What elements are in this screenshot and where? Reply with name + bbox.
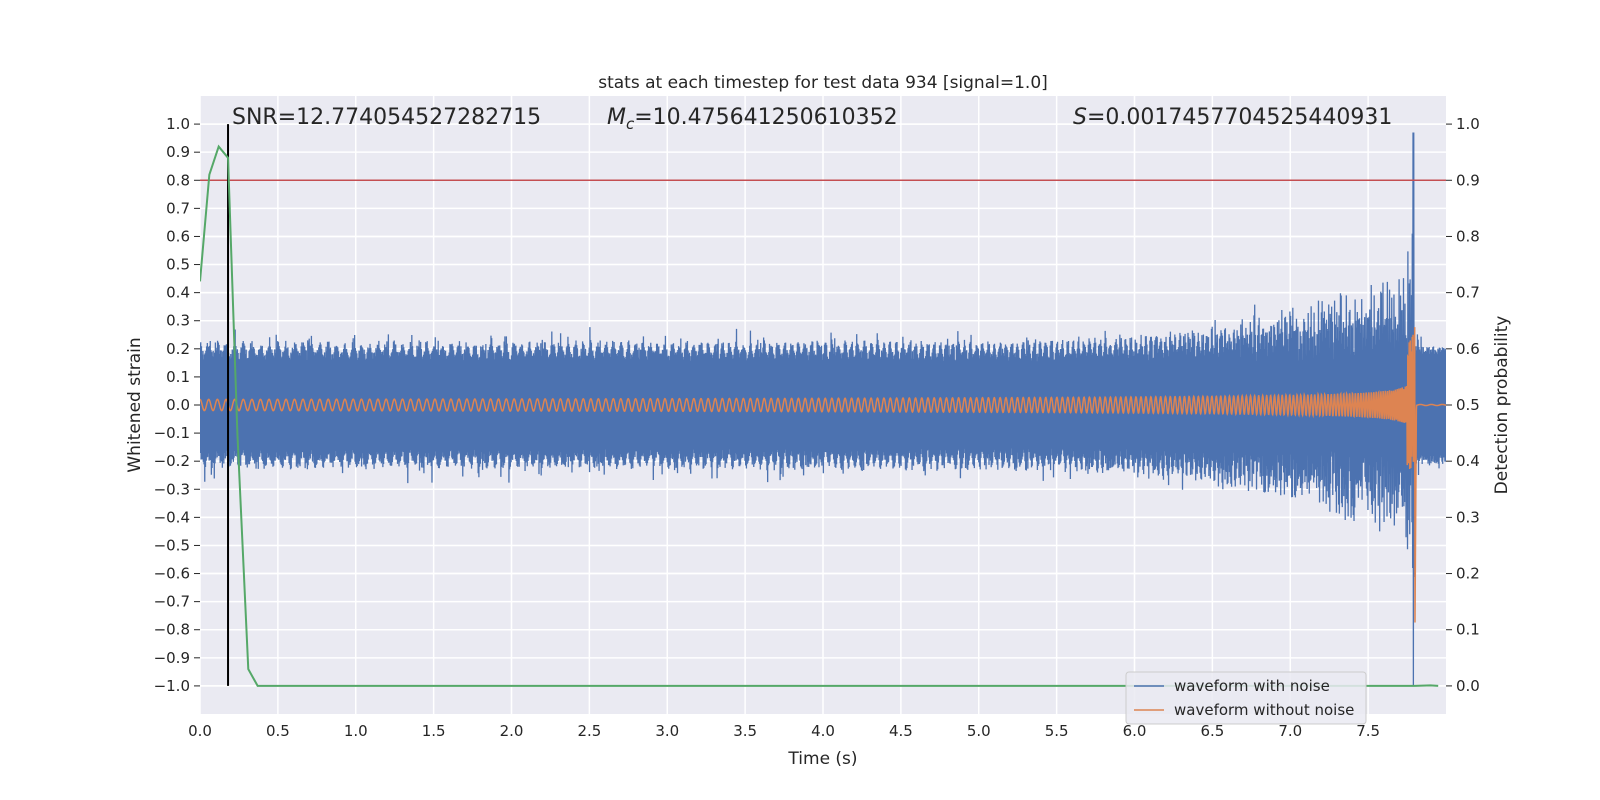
s-value: =0.0017457704525440931 (1087, 105, 1392, 130)
x-tick-label: 6.5 (1200, 722, 1224, 740)
y-tick-label: −0.6 (154, 565, 190, 583)
y-tick-label: −0.4 (154, 508, 190, 526)
x-tick-label: 4.5 (889, 722, 913, 740)
y-axis-left-ticks: 1.0 0.9 0.8 0.7 0.6 0.5 0.4 0.3 0.2 0.1 0.0 −0.1 −0.… (154, 115, 200, 695)
x-tick-label: 3.0 (655, 722, 679, 740)
y2-tick-label: 0.9 (1456, 171, 1480, 189)
y-axis-label: Whitened strain (125, 337, 145, 472)
legend-label-without-noise: waveform without noise (1174, 701, 1354, 719)
y-tick-label: 0.7 (166, 199, 190, 217)
y-tick-label: −0.3 (154, 480, 190, 498)
y-tick-label: 1.0 (166, 115, 190, 133)
y-axis-right-ticks: 1.0 0.9 0.8 0.7 0.6 0.5 0.4 0.3 0.2 0.1 0.0 (1446, 115, 1480, 695)
y2-tick-label: 1.0 (1456, 115, 1480, 133)
series-detection-probability (200, 144, 1439, 687)
y2-tick-label: 0.5 (1456, 396, 1480, 414)
series-layer (200, 124, 1446, 687)
y-tick-label: −0.7 (154, 593, 190, 611)
y-tick-label: −0.2 (154, 452, 190, 470)
x-axis-label: Time (s) (787, 749, 857, 769)
y-axis-right-label: Detection probability (1492, 316, 1512, 495)
y-tick-label: −0.1 (154, 424, 190, 442)
y2-tick-label: 0.3 (1456, 508, 1480, 526)
x-tick-label: 7.5 (1356, 722, 1380, 740)
y2-tick-label: 0.0 (1456, 677, 1480, 695)
snr-annotation: SNR=12.774054527282715 (232, 105, 541, 130)
x-tick-label: 1.5 (422, 722, 446, 740)
s-annotation: S=0.0017457704525440931 (1073, 105, 1392, 130)
chirp-mass-subscript: c (626, 115, 635, 133)
legend-label-with-noise: waveform with noise (1174, 677, 1330, 695)
x-tick-label: 2.0 (500, 722, 524, 740)
y-tick-label: −1.0 (154, 677, 190, 695)
y-tick-label: 0.4 (166, 284, 190, 302)
y-tick-label: 0.0 (166, 396, 190, 414)
series-waveform-with-noise (200, 132, 1446, 686)
chart-title: stats at each timestep for test data 934… (598, 73, 1048, 93)
y-tick-label: −0.5 (154, 536, 190, 554)
y-tick-label: −0.9 (154, 649, 190, 667)
x-tick-label: 7.0 (1278, 722, 1302, 740)
y2-tick-label: 0.1 (1456, 621, 1480, 639)
y-tick-label: 0.9 (166, 143, 190, 161)
y2-tick-label: 0.6 (1456, 340, 1480, 358)
y2-tick-label: 0.7 (1456, 284, 1480, 302)
y-tick-label: 0.3 (166, 312, 190, 330)
legend: waveform with noise waveform without noi… (1125, 671, 1367, 725)
x-tick-label: 6.0 (1123, 722, 1147, 740)
x-tick-label: 5.0 (967, 722, 991, 740)
x-tick-label: 0.5 (266, 722, 290, 740)
chirp-mass-symbol: M (607, 105, 626, 130)
x-tick-label: 0.0 (188, 722, 212, 740)
y2-tick-label: 0.4 (1456, 452, 1480, 470)
series-waveform-without-noise (200, 327, 1446, 623)
chirp-mass-annotation: Mc=10.475641250610352 (607, 105, 898, 133)
x-tick-label: 1.0 (344, 722, 368, 740)
legend-box (1125, 671, 1367, 725)
y-tick-label: 0.2 (166, 340, 190, 358)
x-tick-label: 4.0 (811, 722, 835, 740)
x-tick-label: 5.5 (1045, 722, 1069, 740)
y-tick-label: 0.5 (166, 256, 190, 274)
y-tick-label: 0.8 (166, 171, 190, 189)
s-symbol: S (1073, 105, 1087, 130)
y-tick-label: 0.6 (166, 227, 190, 245)
x-tick-label: 2.5 (577, 722, 601, 740)
chirp-mass-value: =10.475641250610352 (634, 105, 897, 130)
y2-tick-label: 0.8 (1456, 227, 1480, 245)
y-tick-label: −0.8 (154, 621, 190, 639)
x-axis-ticks: 0.0 0.5 1.0 1.5 2.0 2.5 3.0 3.5 4.0 4.5 5.0 5.5 6.0 6… (188, 722, 1380, 740)
y-tick-label: 0.1 (166, 368, 190, 386)
y2-tick-label: 0.2 (1456, 565, 1480, 583)
x-tick-label: 3.5 (733, 722, 757, 740)
